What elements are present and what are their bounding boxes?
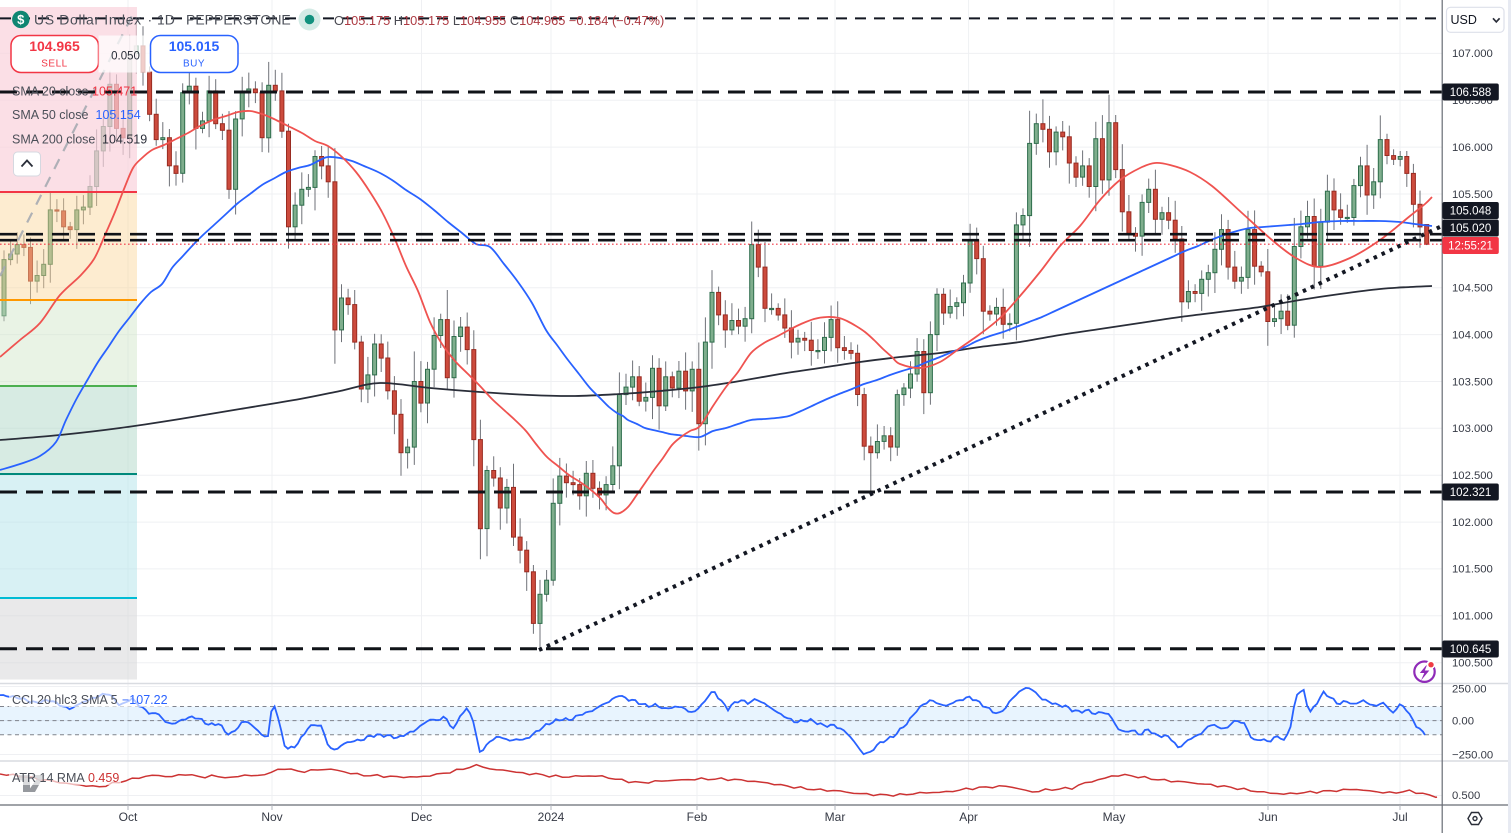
svg-text:104.500: 104.500 (1452, 283, 1493, 295)
svg-text:105.048: 105.048 (1450, 206, 1492, 218)
svg-text:103.500: 103.500 (1452, 376, 1493, 388)
svg-text:105.154: 105.154 (96, 108, 141, 122)
svg-text:BUY: BUY (183, 59, 205, 70)
svg-text:SMA 200 close: SMA 200 close (12, 132, 95, 146)
svg-text:USD: USD (1451, 13, 1477, 27)
svg-text:250.00: 250.00 (1452, 683, 1487, 695)
svg-text:Jun: Jun (1258, 810, 1277, 824)
svg-text:SELL: SELL (41, 59, 67, 70)
svg-text:0.500: 0.500 (1452, 790, 1480, 802)
svg-text:102.000: 102.000 (1452, 517, 1493, 529)
svg-text:105.020: 105.020 (1450, 223, 1492, 235)
svg-text:1D: 1D (157, 12, 175, 28)
svg-text:100.500: 100.500 (1452, 658, 1493, 670)
svg-text:Jul: Jul (1392, 810, 1407, 824)
svg-text:US Dollar Index: US Dollar Index (34, 12, 142, 28)
svg-text:105.471: 105.471 (92, 85, 137, 99)
svg-text:Apr: Apr (959, 810, 978, 824)
svg-text:12:55:21: 12:55:21 (1448, 241, 1493, 253)
svg-text:100.645: 100.645 (1450, 644, 1492, 656)
svg-text:0.00: 0.00 (1452, 715, 1474, 727)
svg-text:PEPPERSTONE: PEPPERSTONE (186, 12, 291, 28)
svg-text:−250.00: −250.00 (1452, 749, 1493, 761)
svg-text:101.000: 101.000 (1452, 611, 1493, 623)
svg-text:106.588: 106.588 (1450, 87, 1492, 99)
svg-text:SMA 50 close: SMA 50 close (12, 108, 88, 122)
svg-text:0.459: 0.459 (88, 771, 119, 785)
svg-text:May: May (1103, 810, 1126, 824)
svg-text:ATR 14 RMA: ATR 14 RMA (12, 771, 85, 785)
svg-text:Nov: Nov (261, 810, 282, 824)
svg-text:O105.175 H105.175 L104.955 C10: O105.175 H105.175 L104.955 C104.965 −0.1… (334, 13, 664, 28)
svg-text:Feb: Feb (687, 810, 708, 824)
svg-text:102.500: 102.500 (1452, 470, 1493, 482)
svg-text:103.000: 103.000 (1452, 423, 1493, 435)
svg-text:0.050: 0.050 (111, 51, 140, 63)
svg-text:SMA 20 close: SMA 20 close (12, 85, 88, 99)
svg-text:107.000: 107.000 (1452, 48, 1493, 60)
svg-text:105.500: 105.500 (1452, 189, 1493, 201)
svg-text:2024: 2024 (538, 810, 565, 824)
svg-text:102.321: 102.321 (1450, 487, 1492, 499)
svg-text:104.965: 104.965 (29, 38, 80, 54)
svg-text:·: · (148, 12, 153, 28)
svg-text:106.000: 106.000 (1452, 142, 1493, 154)
svg-text:Dec: Dec (411, 810, 432, 824)
svg-text:Mar: Mar (825, 810, 846, 824)
svg-text:104.000: 104.000 (1452, 329, 1493, 341)
svg-text:Oct: Oct (119, 810, 138, 824)
svg-text:−107.22: −107.22 (122, 693, 168, 707)
svg-text:101.500: 101.500 (1452, 564, 1493, 576)
svg-text:$: $ (17, 12, 25, 27)
svg-text:104.519: 104.519 (102, 132, 147, 146)
svg-text:105.015: 105.015 (169, 38, 220, 54)
svg-text:CCI 20 hlc3 SMA 5: CCI 20 hlc3 SMA 5 (12, 693, 118, 707)
